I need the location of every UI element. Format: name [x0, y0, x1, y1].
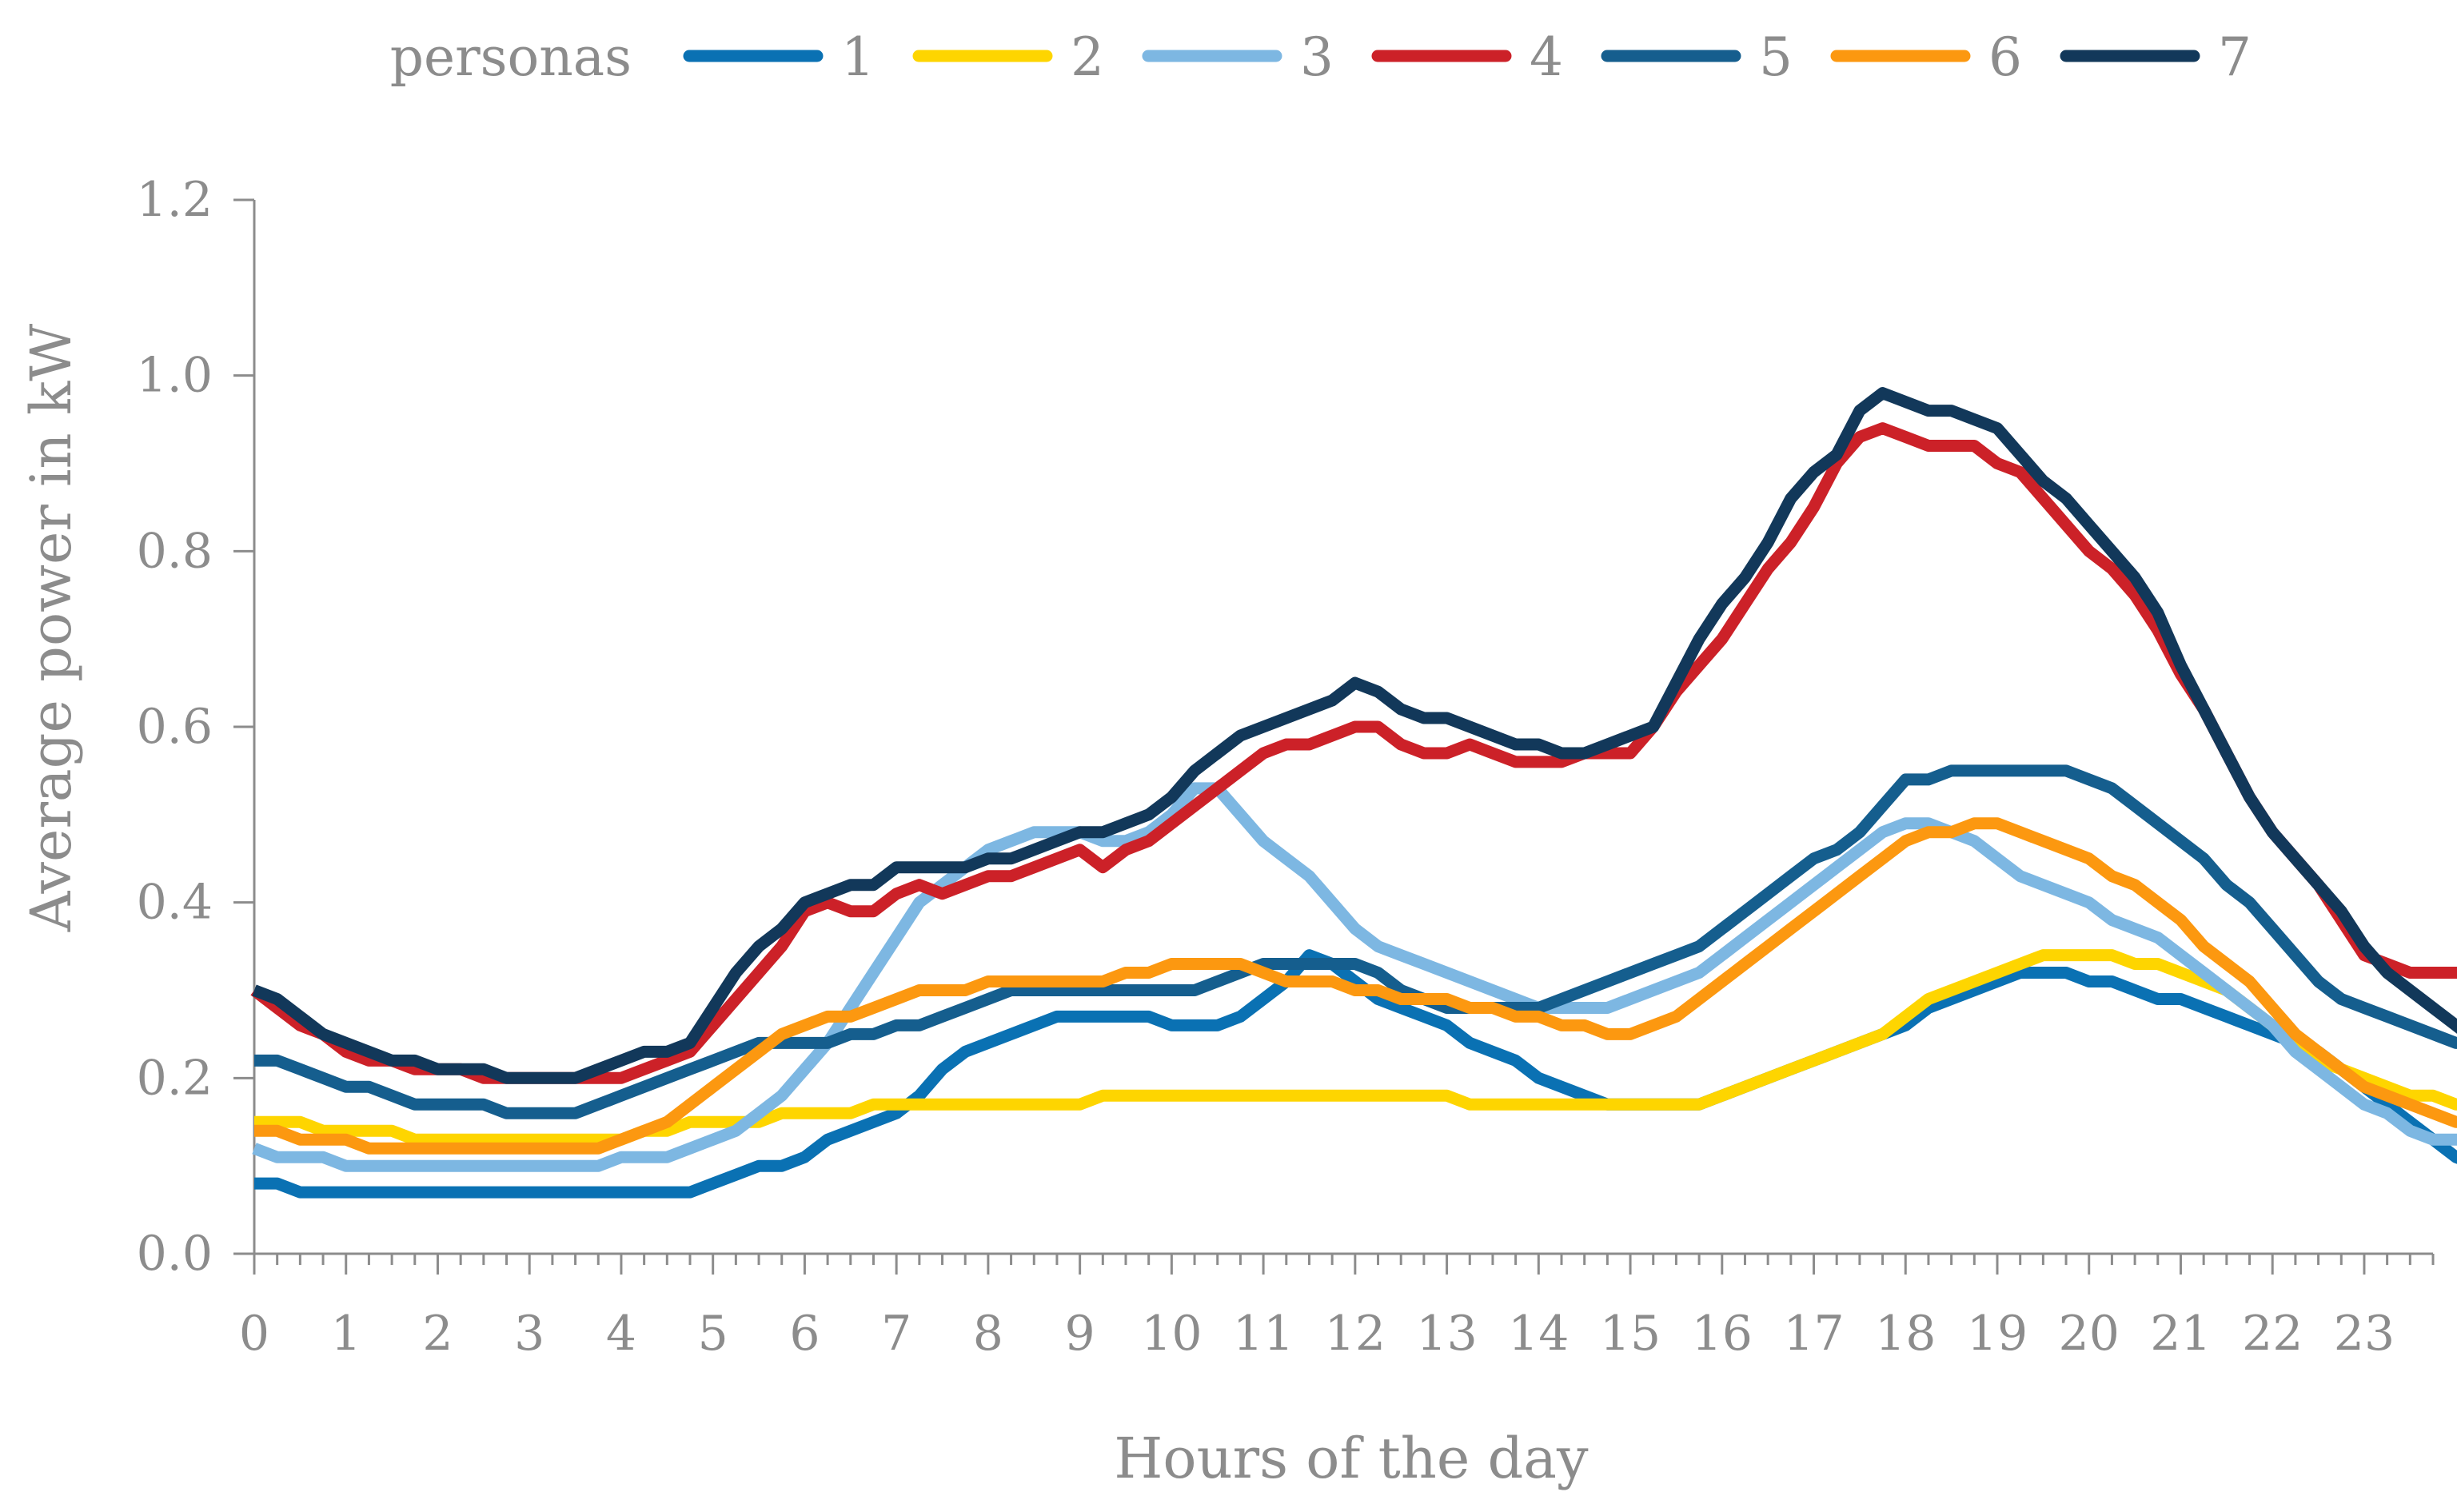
series-line-7	[252, 387, 2457, 1084]
x-tick-label: 16	[1692, 1306, 1753, 1362]
y-tick-label: 1.0	[137, 348, 213, 404]
x-tick-label: 17	[1783, 1306, 1844, 1362]
x-tick-label: 13	[1416, 1306, 1477, 1362]
x-axis-title: Hours of the day	[1114, 1426, 1589, 1491]
x-tick-label: 0	[239, 1306, 269, 1362]
x-tick-label: 9	[1065, 1306, 1095, 1362]
y-axis: 0.0 0.2 0.4 0.6 0.8 1.0 1.2	[137, 172, 256, 1282]
series-line-1	[254, 949, 2457, 1199]
x-axis: 0 1 2 3 4 5 6 7 8 9 10 11 12 13 14 15 16 17 18 19 20 21 22 23	[239, 1252, 2435, 1362]
x-tick-label: 1	[331, 1306, 361, 1362]
legend-label-7: 7	[2218, 26, 2252, 88]
y-tick-label: 1.2	[137, 172, 213, 228]
y-axis-title: Average power in kW	[18, 324, 84, 933]
series-line-6	[254, 817, 2457, 1155]
x-tick-label: 2	[422, 1306, 453, 1362]
legend-label-3: 3	[1300, 26, 1334, 88]
x-tick-label: 18	[1875, 1306, 1936, 1362]
x-tick-label: 6	[789, 1306, 820, 1362]
legend-title: personas	[390, 26, 632, 88]
x-tick-label: 7	[881, 1306, 911, 1362]
x-tick-label: 8	[973, 1306, 1003, 1362]
x-tick-label: 23	[2334, 1306, 2395, 1362]
x-tick-label: 19	[1967, 1306, 2028, 1362]
legend-label-6: 6	[1988, 26, 2022, 88]
y-tick-label: 0.8	[137, 523, 213, 579]
x-tick-label: 14	[1508, 1306, 1569, 1362]
x-tick-label: 11	[1233, 1306, 1294, 1362]
x-tick-label: 3	[514, 1306, 544, 1362]
x-tick-label: 15	[1600, 1306, 1661, 1362]
legend-label-2: 2	[1071, 26, 1104, 88]
x-tick-label: 22	[2242, 1306, 2303, 1362]
legend: personas 1 2 3 4 5 6 7	[390, 26, 2252, 88]
series-line-3	[252, 782, 2457, 1172]
plot-area	[250, 387, 2457, 1199]
x-tick-label: 10	[1141, 1306, 1202, 1362]
y-tick-label: 0.4	[137, 875, 213, 931]
x-tick-label: 5	[698, 1306, 728, 1362]
series-line-4	[250, 422, 2457, 1084]
y-tick-label: 0.6	[137, 699, 213, 755]
y-tick-label: 0.0	[137, 1226, 213, 1282]
x-tick-label: 12	[1325, 1306, 1386, 1362]
x-tick-label: 20	[2059, 1306, 2120, 1362]
series-line-5	[254, 764, 2457, 1119]
y-tick-label: 0.2	[137, 1050, 213, 1106]
legend-label-1: 1	[841, 26, 875, 88]
legend-label-5: 5	[1759, 26, 1793, 88]
x-tick-label: 4	[606, 1306, 636, 1362]
x-tick-label: 21	[2150, 1306, 2211, 1362]
legend-label-4: 4	[1530, 26, 1563, 88]
